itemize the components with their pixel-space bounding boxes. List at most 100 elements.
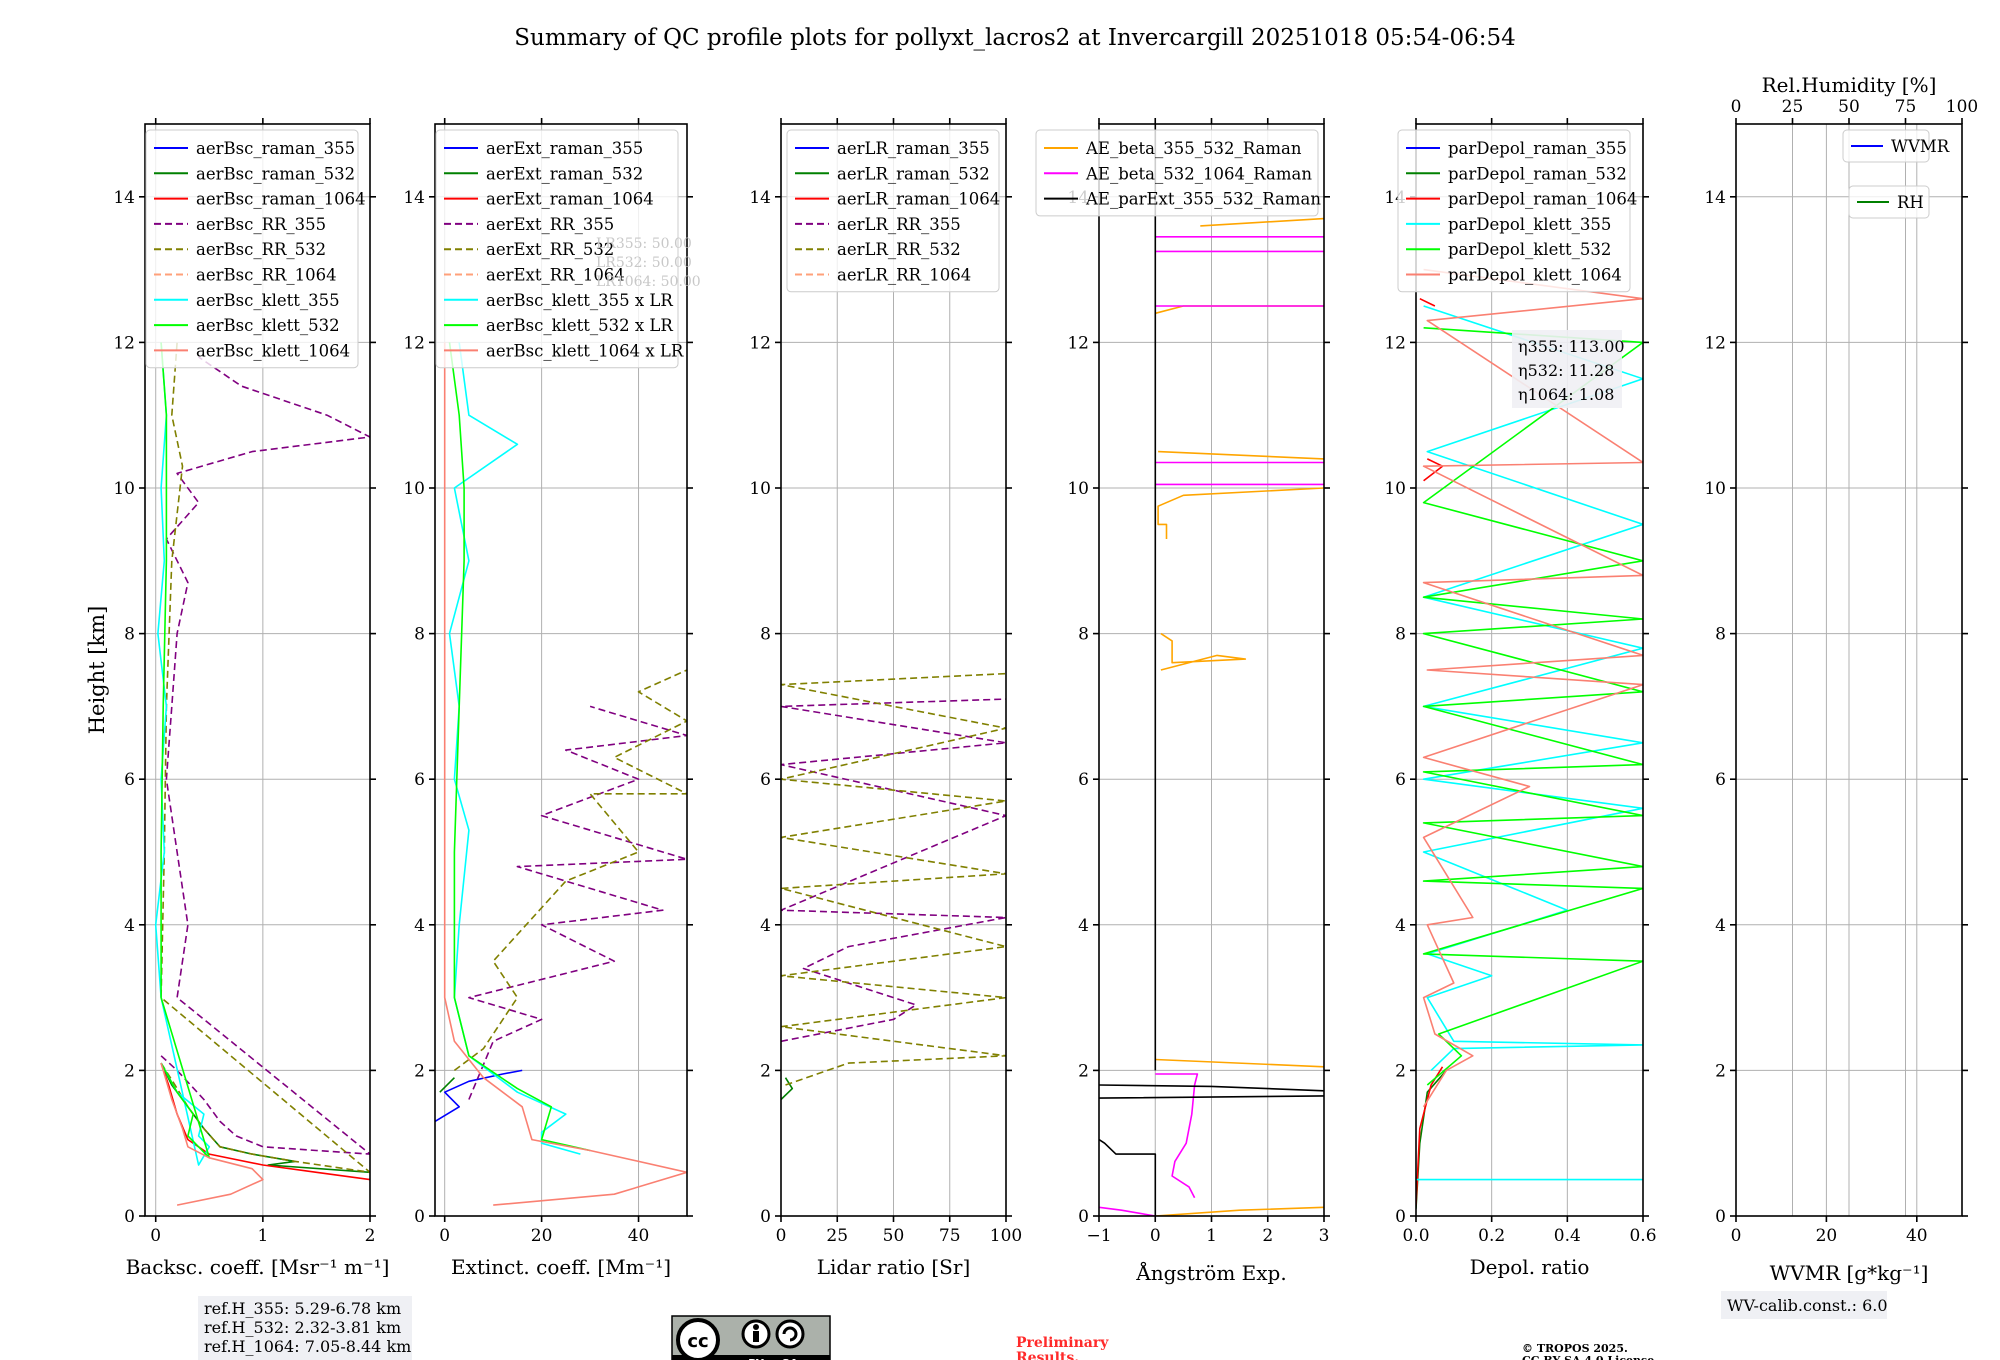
y-tick-label: 4 xyxy=(1395,916,1406,936)
y-tick-label: 2 xyxy=(124,1061,135,1081)
y-tick-label: 10 xyxy=(403,479,425,499)
cc-icon-label: cc xyxy=(687,1331,708,1352)
legend-entry: aerExt_raman_1064 xyxy=(486,190,654,209)
series-ae-parext-355-532-raman xyxy=(1099,124,1324,1216)
y-tick-label: 6 xyxy=(124,770,135,790)
series-aerbsc-klett-1064 xyxy=(160,1062,264,1206)
legend-box xyxy=(786,129,1000,293)
legend-entry: aerExt_raman_355 xyxy=(486,139,643,158)
preliminary-results-line2: Results. xyxy=(1016,1350,1079,1360)
legend-entry: aerExt_RR_532 xyxy=(486,240,614,259)
legend-entry: aerLR_raman_532 xyxy=(837,164,990,183)
ref-height-box-bg xyxy=(198,1296,412,1360)
legend-entry: aerBsc_klett_532 x LR xyxy=(486,316,673,335)
cc-badge-bar xyxy=(672,1355,830,1360)
series-aerext-raman-532 xyxy=(439,1077,455,1093)
legend-box xyxy=(435,129,679,369)
legend-entry: aerBsc_klett_1064 xyxy=(196,341,350,360)
lr-annotation: LR532: 50.00 xyxy=(596,255,692,271)
legend-entry: parDepol_raman_355 xyxy=(1448,139,1627,158)
y-tick-label: 6 xyxy=(414,770,425,790)
y-tick-label: 2 xyxy=(414,1061,425,1081)
y-tick-label: 4 xyxy=(124,916,135,936)
y-tick-label: 0 xyxy=(124,1207,135,1227)
axes-frame xyxy=(1415,123,1644,1217)
legend-box xyxy=(1397,129,1631,293)
y-tick-label: 2 xyxy=(1078,1061,1089,1081)
series-pardepol-raman-532 xyxy=(1416,1069,1447,1209)
y-tick-label: 12 xyxy=(1067,333,1089,353)
top-x-tick-label: 100 xyxy=(1946,97,1978,117)
y-tick-label: 0 xyxy=(760,1207,771,1227)
x-tick-label: 2 xyxy=(365,1226,376,1246)
x-tick-label: 50 xyxy=(883,1226,905,1246)
legend-entry: AE_parExt_355_532_Raman xyxy=(1085,190,1321,209)
y-tick-label: 8 xyxy=(760,625,771,645)
x-tick-label: −1 xyxy=(1086,1226,1111,1246)
y-tick-label: 12 xyxy=(1384,333,1406,353)
x-tick-label: 0 xyxy=(150,1226,161,1246)
series-pardepol-klett-532 xyxy=(1422,327,1643,1086)
x-axis-label: Extinct. coeff. [Mm⁻¹] xyxy=(451,1255,671,1279)
top-x-tick-label: 50 xyxy=(1838,97,1860,117)
series-ae-beta-532-1064-raman xyxy=(1099,236,1324,1216)
top-x-tick-label: 25 xyxy=(1782,97,1804,117)
y-tick-label: 6 xyxy=(760,770,771,790)
legend-entry: aerBsc_RR_532 xyxy=(196,240,326,259)
series-aerext-raman-355 xyxy=(435,1069,523,1123)
figure-title: Summary of QC profile plots for pollyxt_… xyxy=(514,25,1515,51)
legend-entry: parDepol_klett_532 xyxy=(1448,240,1611,259)
lr-annotation: LR1064: 50.00 xyxy=(596,274,701,290)
y-tick-label: 0 xyxy=(1715,1207,1726,1227)
legend-box xyxy=(1035,129,1319,217)
ref-height-1064: ref.H_1064: 7.05-8.44 km xyxy=(204,1337,411,1356)
wv-calib-box-bg xyxy=(1721,1291,1887,1319)
y-tick-label: 4 xyxy=(414,916,425,936)
legend-entry: parDepol_raman_532 xyxy=(1448,164,1627,183)
legend-entry: aerBsc_raman_1064 xyxy=(196,190,366,209)
legend-entry: aerBsc_klett_355 xyxy=(196,291,340,310)
x-tick-label: 0.0 xyxy=(1402,1226,1429,1246)
x-tick-label: 40 xyxy=(628,1226,650,1246)
y-tick-label: 6 xyxy=(1715,770,1726,790)
legend-entry: parDepol_raman_1064 xyxy=(1448,190,1637,209)
legend-entry: aerExt_raman_532 xyxy=(486,164,643,183)
by-head xyxy=(753,1324,759,1330)
legend-entry: parDepol_klett_1064 xyxy=(1448,266,1622,285)
series-group xyxy=(1099,124,1324,1216)
x-tick-label: 25 xyxy=(826,1226,848,1246)
x-tick-label: 1 xyxy=(257,1226,268,1246)
legend-entry: AE_beta_355_532_Raman xyxy=(1085,139,1302,158)
eta-annotation: η1064: 1.08 xyxy=(1518,385,1614,404)
series-pardepol-klett-355 xyxy=(1416,305,1643,1181)
series-aerbsc-rr-355 xyxy=(160,356,370,1155)
legend-box xyxy=(145,129,359,369)
y-tick-label: 6 xyxy=(1078,770,1089,790)
series-aerbsc-klett-532-x-lr xyxy=(448,342,591,1152)
y-tick-label: 4 xyxy=(760,916,771,936)
x-axis-label: WVMR [g*kg⁻¹] xyxy=(1770,1261,1929,1285)
axes-frame xyxy=(144,123,371,1217)
legend-entry: aerLR_RR_532 xyxy=(837,240,961,259)
legend-entry: aerBsc_klett_355 x LR xyxy=(486,291,673,310)
legend-entry: aerBsc_klett_1064 x LR xyxy=(486,341,684,360)
series-aerbsc-klett-355-x-lr xyxy=(448,342,581,1155)
y-tick-label: 10 xyxy=(1384,479,1406,499)
y-tick-label: 12 xyxy=(403,333,425,353)
y-tick-label: 8 xyxy=(124,625,135,645)
y-tick-label: 2 xyxy=(1395,1061,1406,1081)
x-axis-label: Lidar ratio [Sr] xyxy=(817,1255,971,1279)
series-aerbsc-raman-1064 xyxy=(160,1062,370,1181)
by-label: BY xyxy=(748,1357,765,1360)
series-group xyxy=(781,672,1006,1101)
x-tick-label: 40 xyxy=(1906,1226,1928,1246)
ref-height-532: ref.H_532: 2.32-3.81 km xyxy=(204,1318,401,1337)
legend-entry: aerBsc_raman_532 xyxy=(196,164,355,183)
legend-entry: aerLR_RR_355 xyxy=(837,215,961,234)
y-tick-label: 2 xyxy=(1715,1061,1726,1081)
eta-annotation: η355: 113.00 xyxy=(1518,337,1625,356)
legend-entry: aerBsc_klett_532 xyxy=(196,316,340,335)
series-group xyxy=(435,342,687,1206)
